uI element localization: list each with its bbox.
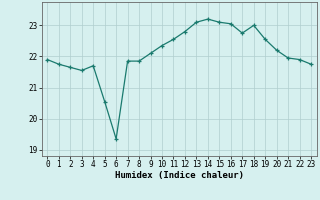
X-axis label: Humidex (Indice chaleur): Humidex (Indice chaleur) bbox=[115, 171, 244, 180]
